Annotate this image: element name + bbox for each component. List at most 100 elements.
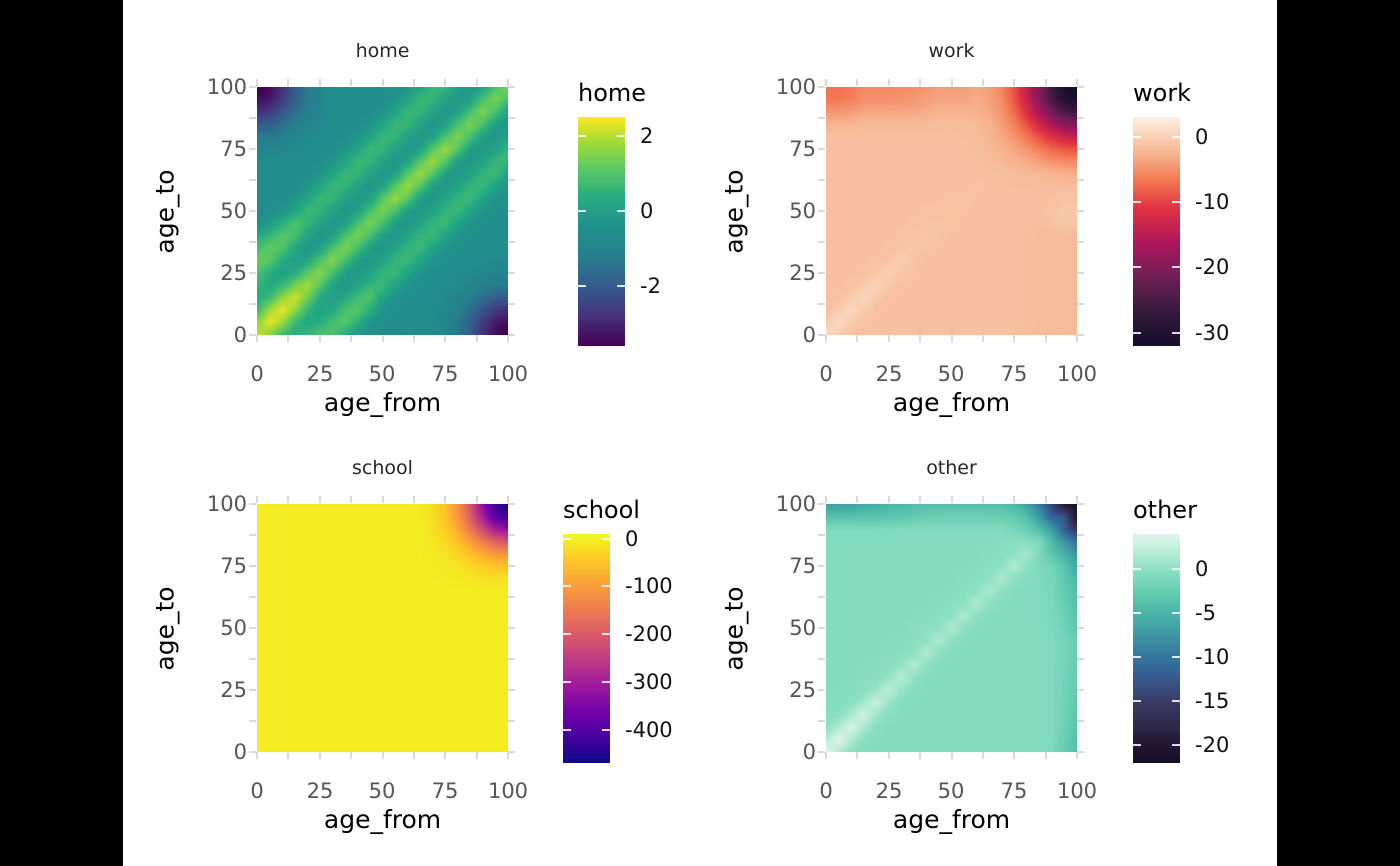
axis-tick-mark: [1013, 79, 1016, 86]
axis-tick-mark: [856, 335, 859, 342]
axis-tick-mark: [818, 241, 825, 243]
axis-tick-mark: [856, 496, 859, 503]
legend-tick-label: 0: [1195, 557, 1209, 582]
axis-tick-mark: [350, 752, 353, 759]
legend-work: work 0 -10 -20 -30: [1133, 78, 1293, 368]
axis-tick-mark: [444, 496, 447, 503]
axis-tick-mark: [249, 86, 256, 88]
legend-tick-mark: [563, 585, 571, 588]
axis-ticks-top: [256, 79, 509, 87]
axis-tick-mark: [1077, 565, 1084, 567]
axis-tick-mark: [350, 335, 353, 342]
axis-tick-mark: [825, 496, 827, 503]
axis-tick-mark: [507, 79, 509, 86]
y-tick-label: 100: [206, 492, 247, 516]
legend-tick-mark: [1133, 700, 1141, 703]
axis-tick-mark: [444, 335, 447, 342]
axis-tick-mark: [508, 303, 515, 305]
panel-title: home: [355, 40, 410, 62]
axis-tick-mark: [1077, 689, 1084, 691]
axis-tick-mark: [287, 79, 290, 86]
axis-tick-mark: [1077, 117, 1084, 119]
axis-tick-mark: [508, 565, 515, 567]
axis-tick-mark: [256, 496, 258, 503]
legend-tick-mark: [617, 209, 625, 212]
legend-tick-label: -10: [1195, 645, 1230, 670]
axis-tick-mark: [381, 335, 384, 342]
y-tick-label: 25: [789, 678, 816, 702]
axis-tick-mark: [475, 496, 478, 503]
y-tick-label: 100: [775, 492, 816, 516]
axis-tick-mark: [856, 752, 859, 759]
axis-tick-mark: [818, 689, 825, 691]
axis-tick-mark: [508, 210, 515, 212]
legend-tick-mark: [602, 633, 610, 636]
axis-tick-mark: [818, 751, 825, 753]
legend-tick-mark: [1172, 331, 1180, 334]
axis-tick-mark: [249, 503, 256, 505]
axis-tick-mark: [818, 117, 825, 119]
axis-tick-mark: [249, 689, 256, 691]
panel-title: school: [352, 457, 413, 479]
axis-tick-mark: [508, 596, 515, 598]
x-tick-label: 50: [937, 362, 965, 386]
axis-tick-mark: [981, 335, 984, 342]
axis-ticks-top: [825, 496, 1078, 504]
y-tick-label: 50: [220, 199, 247, 223]
panel-title: work: [928, 40, 975, 62]
axis-tick-mark: [381, 496, 384, 503]
axis-tick-mark: [249, 148, 256, 150]
axis-tick-mark: [1076, 79, 1078, 86]
legend-tick-mark: [1133, 135, 1141, 138]
axis-tick-mark: [318, 496, 321, 503]
axis-ticks-bottom: [256, 752, 509, 760]
x-tick-label: 50: [368, 362, 396, 386]
legend-school: school 0 -100 -200 -300 -400: [563, 495, 723, 785]
x-axis-label: age_from: [892, 388, 1011, 417]
y-tick-label: 50: [789, 199, 816, 223]
legend-tick-label: 0: [1195, 124, 1209, 149]
axis-tick-mark: [950, 335, 953, 342]
axis-tick-mark: [412, 752, 415, 759]
axis-tick-mark: [818, 596, 825, 598]
legend-colorbar: [1133, 117, 1180, 346]
axis-tick-mark: [249, 272, 256, 274]
axis-tick-mark: [1077, 303, 1084, 305]
legend-title: school: [563, 496, 640, 524]
axis-tick-mark: [1044, 335, 1047, 342]
legend-tick-label: -2: [640, 273, 661, 298]
legend-tick-mark: [563, 680, 571, 683]
axis-tick-mark: [507, 335, 509, 342]
y-tick-label: 50: [789, 616, 816, 640]
axis-tick-mark: [818, 720, 825, 722]
axis-tick-mark: [508, 241, 515, 243]
axis-tick-mark: [256, 335, 258, 342]
legend-tick-label: 2: [640, 123, 654, 148]
legend-tick-mark: [1172, 266, 1180, 269]
legend-tick-mark: [1133, 612, 1141, 615]
axis-tick-mark: [249, 210, 256, 212]
axis-tick-mark: [350, 496, 353, 503]
y-tick-label: 25: [789, 261, 816, 285]
legend-home: home 2 0 -2: [578, 78, 738, 368]
axis-tick-mark: [475, 752, 478, 759]
y-tick-label: 75: [789, 554, 816, 578]
y-tick-label: 0: [802, 323, 816, 347]
y-tick-label: 0: [802, 740, 816, 764]
legend-tick-label: -5: [1195, 601, 1216, 626]
axis-tick-mark: [1077, 148, 1084, 150]
x-tick-label: 0: [250, 362, 264, 386]
axis-tick-mark: [350, 79, 353, 86]
axis-tick-mark: [856, 79, 859, 86]
axis-ticks-left: [249, 503, 257, 753]
legend-tick-mark: [1133, 568, 1141, 571]
axis-tick-mark: [249, 627, 256, 629]
legend-tick-label: -20: [1195, 255, 1230, 280]
axis-tick-mark: [249, 720, 256, 722]
y-tick-label: 75: [789, 137, 816, 161]
legend-tick-mark: [563, 728, 571, 731]
letterbox-bar-left: [0, 0, 123, 866]
axis-tick-mark: [887, 335, 890, 342]
legend-tick-mark: [578, 209, 586, 212]
axis-tick-mark: [919, 752, 922, 759]
